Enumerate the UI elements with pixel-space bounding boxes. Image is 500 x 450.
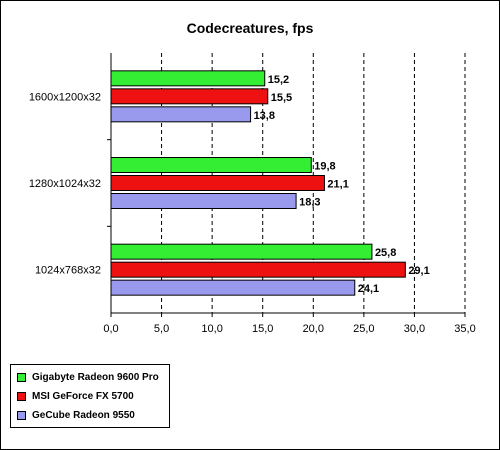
x-tick-label: 25,0 bbox=[353, 323, 374, 335]
data-label: 25,8 bbox=[375, 247, 396, 259]
legend-swatch-gecube bbox=[17, 410, 26, 420]
data-label: 15,5 bbox=[271, 92, 292, 104]
legend-swatch-gigabyte bbox=[17, 372, 26, 382]
category-label: 1024x768x32 bbox=[35, 265, 101, 277]
legend-item-msi: MSI GeForce FX 5700 bbox=[17, 389, 134, 403]
legend: Gigabyte Radeon 9600 Pro MSI GeForce FX … bbox=[10, 364, 170, 428]
bar bbox=[110, 70, 266, 87]
legend-item-gigabyte: Gigabyte Radeon 9600 Pro bbox=[17, 370, 159, 384]
chart-title: Codecreatures, fps bbox=[187, 20, 314, 36]
legend-item-gecube: GeCube Radeon 9550 bbox=[17, 408, 135, 422]
x-tick-label: 30,0 bbox=[404, 323, 425, 335]
bar bbox=[110, 88, 269, 105]
data-label: 13,8 bbox=[254, 110, 275, 122]
bar bbox=[110, 243, 373, 260]
bar bbox=[110, 261, 406, 278]
bar bbox=[110, 106, 252, 123]
legend-label-gecube: GeCube Radeon 9550 bbox=[32, 409, 135, 421]
x-tick-label: 20,0 bbox=[303, 323, 324, 335]
bar bbox=[110, 157, 312, 173]
legend-label-msi: MSI GeForce FX 5700 bbox=[32, 390, 134, 402]
plot-area: 0,0 5,0 10,0 15,0 20,0 25,0 30,0 35,0 1600x1200x… bbox=[29, 53, 476, 335]
x-tick-label: 0,0 bbox=[103, 323, 118, 335]
category-label: 1600x1200x32 bbox=[29, 91, 101, 103]
bar bbox=[110, 193, 297, 209]
legend-swatch-msi bbox=[17, 391, 26, 401]
bar bbox=[110, 279, 356, 296]
x-tick-label: 15,0 bbox=[252, 323, 273, 335]
data-label: 24,1 bbox=[358, 283, 379, 295]
data-label: 21,1 bbox=[327, 179, 348, 191]
legend-label-gigabyte: Gigabyte Radeon 9600 Pro bbox=[32, 371, 159, 383]
bar bbox=[110, 175, 325, 191]
data-label: 19,8 bbox=[314, 161, 335, 173]
data-label: 18,3 bbox=[299, 197, 320, 209]
x-tick-label: 5,0 bbox=[154, 323, 169, 335]
data-label: 29,1 bbox=[408, 265, 429, 277]
category-label: 1280x1024x32 bbox=[29, 178, 101, 190]
x-tick-label: 10,0 bbox=[201, 323, 222, 335]
data-label: 15,2 bbox=[268, 74, 289, 86]
x-tick-label: 35,0 bbox=[454, 323, 475, 335]
